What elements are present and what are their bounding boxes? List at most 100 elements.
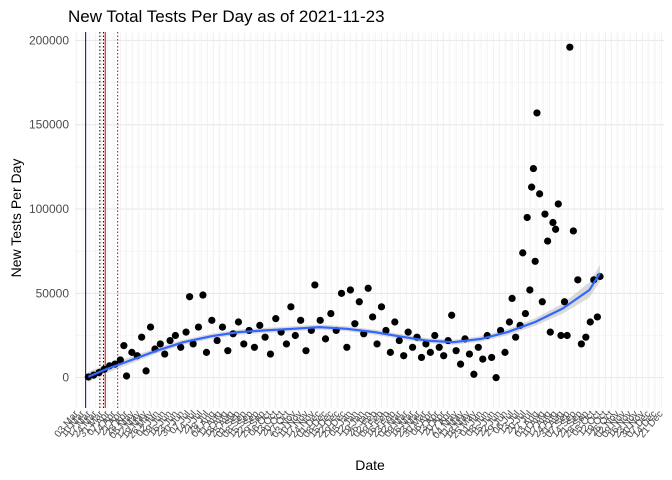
data-point — [395, 336, 403, 345]
y-axis-ticks: 0 50000 100000 150000 200000 — [29, 33, 69, 384]
data-point — [346, 286, 354, 294]
data-point — [533, 109, 541, 117]
data-point — [435, 343, 443, 351]
data-point — [554, 200, 562, 208]
data-point — [544, 237, 552, 245]
data-point — [557, 331, 565, 340]
data-point — [128, 348, 136, 356]
y-tick-label: 0 — [62, 371, 69, 385]
data-point — [549, 218, 557, 227]
data-point — [488, 353, 496, 362]
data-point — [321, 335, 330, 343]
data-point — [327, 309, 335, 318]
data-point — [448, 311, 456, 319]
data-point — [526, 286, 534, 294]
data-point — [563, 331, 571, 340]
y-tick-label: 50000 — [36, 286, 70, 300]
data-point — [391, 318, 399, 326]
data-point — [422, 340, 430, 348]
data-point — [546, 328, 554, 336]
y-tick-label: 100000 — [29, 202, 69, 216]
data-point — [256, 321, 264, 329]
data-point — [456, 360, 465, 368]
smooth-line — [87, 272, 601, 378]
data-point — [426, 348, 434, 356]
data-point — [122, 372, 131, 380]
data-point — [577, 340, 585, 348]
data-point — [512, 333, 520, 341]
data-point — [351, 320, 359, 328]
data-point — [541, 210, 549, 218]
data-point — [364, 284, 372, 292]
data-point — [574, 276, 582, 284]
data-point — [142, 367, 150, 375]
chart-title: New Total Tests Per Day as of 2021-11-23 — [68, 7, 385, 26]
data-point — [470, 370, 478, 378]
data-point — [566, 43, 574, 51]
vertical-reference-lines — [85, 32, 119, 408]
data-point — [369, 313, 377, 321]
data-point — [536, 190, 544, 198]
y-axis-title: New Tests Per Day — [8, 159, 24, 278]
data-point — [355, 298, 363, 306]
data-point — [377, 303, 386, 311]
data-point — [116, 356, 124, 364]
data-point — [519, 249, 527, 257]
y-tick-label: 150000 — [29, 118, 69, 132]
data-point — [496, 326, 505, 335]
smooth-trend-line — [87, 272, 601, 378]
data-point — [156, 340, 164, 348]
data-point — [465, 350, 474, 358]
y-tick-label: 200000 — [29, 33, 69, 47]
data-point — [208, 316, 216, 324]
data-point — [529, 164, 538, 173]
data-point — [186, 293, 194, 301]
data-point — [261, 333, 269, 341]
data-point — [408, 343, 417, 351]
data-point — [474, 343, 482, 351]
data-point — [337, 289, 346, 297]
data-point — [213, 336, 221, 345]
data-point — [202, 348, 211, 356]
data-point — [492, 374, 500, 382]
data-point — [146, 323, 155, 331]
data-point — [582, 333, 590, 341]
data-point — [404, 328, 412, 336]
data-point — [538, 298, 546, 306]
data-point — [194, 323, 203, 331]
data-point — [508, 294, 516, 303]
data-point — [166, 336, 174, 345]
x-axis-title: Date — [355, 457, 385, 473]
data-point — [552, 225, 560, 233]
data-point — [120, 342, 128, 350]
data-point — [177, 343, 185, 351]
data-point — [586, 318, 594, 326]
data-point — [501, 348, 509, 356]
data-point — [218, 323, 227, 331]
data-point — [343, 343, 351, 351]
data-point — [382, 326, 390, 335]
data-point — [171, 331, 179, 340]
data-point — [182, 328, 190, 336]
data-point — [431, 331, 439, 340]
data-point — [224, 347, 232, 355]
data-point — [440, 352, 448, 360]
data-point — [287, 303, 295, 311]
data-point — [479, 355, 487, 363]
data-point — [528, 183, 536, 191]
data-point — [569, 227, 577, 235]
data-point — [272, 315, 280, 323]
data-point — [282, 340, 291, 348]
scatter-points — [84, 43, 604, 382]
data-point — [505, 318, 514, 326]
data-point — [373, 340, 381, 348]
data-point — [521, 309, 530, 318]
data-point — [316, 316, 324, 324]
data-point — [266, 350, 275, 358]
data-point — [311, 281, 319, 289]
data-point — [560, 298, 569, 306]
data-point — [386, 348, 394, 356]
data-point — [297, 316, 305, 324]
